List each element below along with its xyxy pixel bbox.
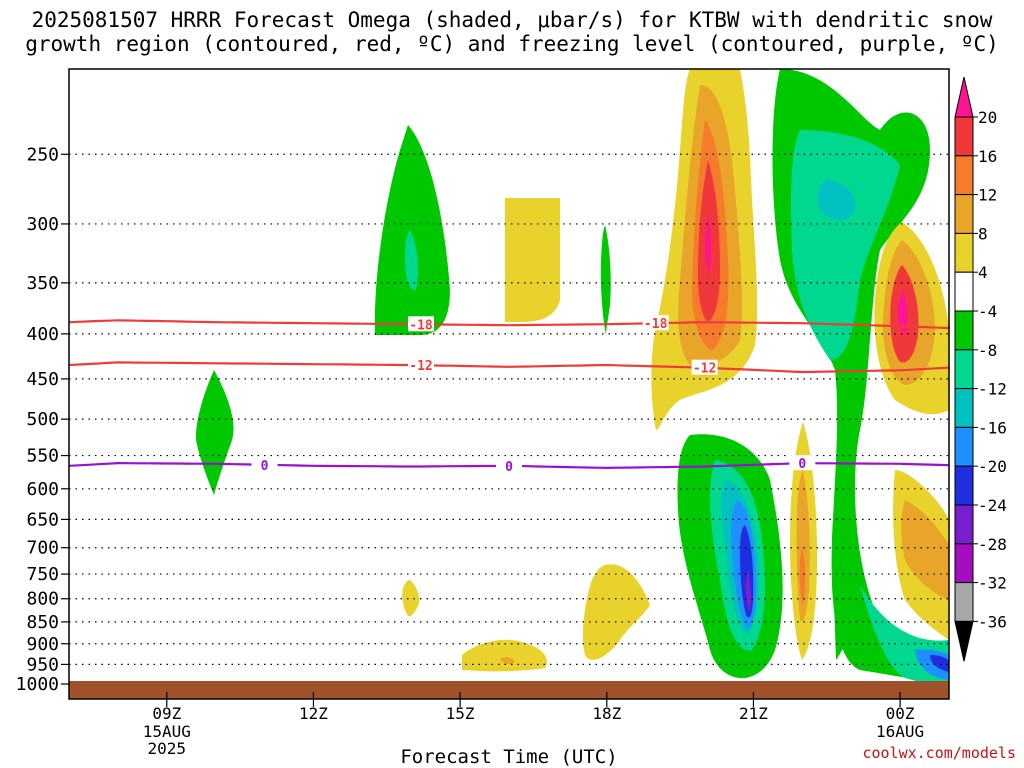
colorbar-arrow-bottom <box>954 620 974 662</box>
omega-region <box>582 564 650 660</box>
omega-region <box>897 290 908 335</box>
colorbar-label: -8 <box>978 341 997 360</box>
omega-region <box>705 215 712 275</box>
surface-terrain <box>69 681 949 699</box>
omega-region <box>901 500 949 600</box>
chart-title-line-1: 2025081507 HRRR Forecast Omega (shaded, … <box>31 8 993 32</box>
x-tick-sublabel: 2025 <box>148 739 187 758</box>
colorbar-swatch <box>954 388 974 428</box>
y-tick-label: 250 <box>26 144 59 165</box>
contour-label-bg <box>642 315 669 331</box>
colorbar-swatch <box>954 426 974 467</box>
colorbar-swatch <box>954 310 974 351</box>
x-tick-label: 00Z <box>886 704 915 723</box>
colorbar-swatch <box>954 194 974 234</box>
chart-title-line-2: growth region (contoured, red, ºC) and f… <box>25 32 999 56</box>
omega-region <box>600 225 611 335</box>
contour-line <box>68 319 950 330</box>
colorbar-swatch <box>954 504 974 545</box>
y-tick-label: 700 <box>26 538 59 559</box>
colorbar-swatch <box>954 271 974 312</box>
colorbar: 20 16 12 8 4 -4 -8 -12 -16 -20 -24 -28 -32 -36 <box>954 76 1007 662</box>
y-tick-label: 950 <box>26 654 59 675</box>
y-tick-label: 300 <box>26 214 59 235</box>
colorbar-label: -28 <box>978 535 1007 554</box>
x-tick-label: 09Z <box>152 704 181 723</box>
colorbar-label: -12 <box>978 380 1007 399</box>
omega-region <box>799 545 806 605</box>
x-tick-label: 15Z <box>446 704 475 723</box>
colorbar-swatch <box>954 116 974 157</box>
contour-label: 0 <box>261 459 269 474</box>
colorbar-swatch <box>954 349 974 390</box>
x-tick-sublabel: 15AUG <box>143 722 191 741</box>
omega-region <box>505 198 560 322</box>
contour-label: -18 <box>644 317 668 332</box>
x-tick-sublabel: 16AUG <box>876 722 924 741</box>
omega-region <box>832 420 860 660</box>
credit-text: coolwx.com/models <box>862 744 1016 762</box>
contour-label-bg <box>789 455 816 471</box>
colorbar-label: -4 <box>978 302 997 321</box>
y-tick-label: 650 <box>26 509 59 530</box>
y-tick-label: 400 <box>26 324 59 345</box>
omega-region <box>745 570 752 612</box>
x-axis-label: Forecast Time (UTC) <box>400 746 617 768</box>
y-tick-label: 500 <box>26 409 59 430</box>
colorbar-label: -32 <box>978 574 1007 593</box>
colorbar-swatch <box>954 465 974 506</box>
y-tick-label: 1000 <box>16 674 59 695</box>
colorbar-swatch <box>954 543 974 584</box>
temperature-contours: -18 -18 -12 -12 0 0 0 <box>68 315 950 475</box>
x-tick-label: 18Z <box>592 704 621 723</box>
contour-line <box>68 361 950 374</box>
contour-label-bg <box>496 457 522 473</box>
colorbar-label: -36 <box>978 612 1007 631</box>
y-tick-label: 900 <box>26 634 59 655</box>
x-tick-label: 12Z <box>299 704 328 723</box>
contour-label: -12 <box>693 362 716 377</box>
colorbar-label: 12 <box>978 186 997 205</box>
contour-label: 0 <box>505 460 513 475</box>
omega-region <box>374 125 450 335</box>
contour-label: 0 <box>798 457 806 472</box>
y-axis-ticks: 2503003504004505005506006507007508008509… <box>16 144 69 695</box>
colorbar-swatch <box>954 232 974 273</box>
omega-region <box>405 230 418 291</box>
colorbar-swatch <box>954 155 974 196</box>
colorbar-label: 20 <box>978 108 997 127</box>
omega-region <box>500 657 515 664</box>
colorbar-label: 16 <box>978 147 997 166</box>
omega-region <box>462 639 547 672</box>
omega-region <box>817 180 856 220</box>
omega-region <box>790 130 900 360</box>
y-tick-label: 550 <box>26 446 59 467</box>
plot-frame <box>68 68 950 700</box>
omega-region <box>930 655 949 672</box>
omega-region <box>402 580 420 617</box>
colorbar-arrow-top <box>954 76 974 118</box>
y-tick-label: 800 <box>26 589 59 610</box>
y-tick-label: 600 <box>26 479 59 500</box>
contour-label-bg <box>691 359 718 375</box>
y-tick-label: 450 <box>26 369 59 390</box>
colorbar-label: 4 <box>978 263 988 282</box>
y-tick-label: 850 <box>26 612 59 633</box>
contour-label-bg <box>408 357 434 373</box>
x-tick-label: 21Z <box>739 704 768 723</box>
colorbar-label: -24 <box>978 496 1007 515</box>
contour-label: -18 <box>409 318 433 333</box>
contour-label-bg <box>251 456 278 472</box>
contour-label-bg <box>408 316 434 332</box>
y-tick-label: 750 <box>26 564 59 585</box>
colorbar-swatch <box>954 582 974 622</box>
omega-shaded-field <box>195 69 949 690</box>
contour-label: -12 <box>409 359 432 374</box>
y-tick-label: 350 <box>26 273 59 294</box>
colorbar-label: 8 <box>978 224 988 243</box>
colorbar-label: -20 <box>978 457 1007 476</box>
colorbar-label: -16 <box>978 418 1007 437</box>
